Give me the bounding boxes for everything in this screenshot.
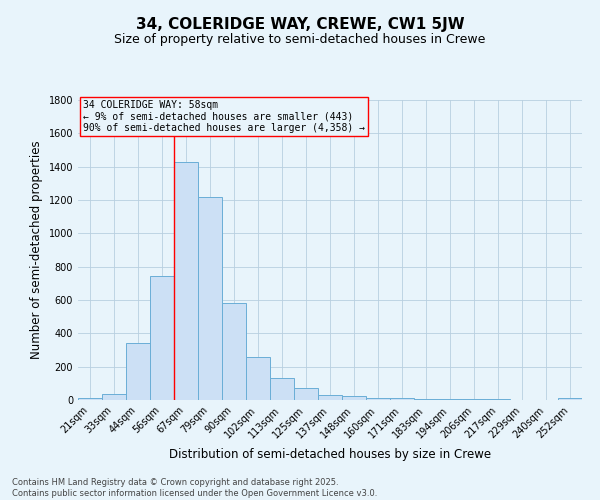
Text: Contains HM Land Registry data © Crown copyright and database right 2025.
Contai: Contains HM Land Registry data © Crown c…: [12, 478, 377, 498]
Bar: [486, 399, 510, 400]
Y-axis label: Number of semi-detached properties: Number of semi-detached properties: [30, 140, 43, 360]
Bar: [558, 398, 582, 400]
Bar: [126, 344, 150, 400]
Bar: [438, 399, 462, 400]
Bar: [222, 304, 246, 400]
Text: Size of property relative to semi-detached houses in Crewe: Size of property relative to semi-detach…: [115, 32, 485, 46]
Bar: [150, 276, 174, 400]
Bar: [270, 378, 294, 400]
Bar: [462, 399, 486, 400]
Bar: [366, 398, 390, 400]
Bar: [294, 388, 318, 400]
Bar: [174, 162, 198, 400]
Text: 34, COLERIDGE WAY, CREWE, CW1 5JW: 34, COLERIDGE WAY, CREWE, CW1 5JW: [136, 18, 464, 32]
Text: 34 COLERIDGE WAY: 58sqm
← 9% of semi-detached houses are smaller (443)
90% of se: 34 COLERIDGE WAY: 58sqm ← 9% of semi-det…: [83, 100, 365, 133]
Bar: [78, 398, 102, 400]
Bar: [390, 398, 414, 400]
Bar: [414, 398, 438, 400]
X-axis label: Distribution of semi-detached houses by size in Crewe: Distribution of semi-detached houses by …: [169, 448, 491, 461]
Bar: [318, 395, 342, 400]
Bar: [102, 394, 126, 400]
Bar: [246, 356, 270, 400]
Bar: [198, 196, 222, 400]
Bar: [342, 396, 366, 400]
